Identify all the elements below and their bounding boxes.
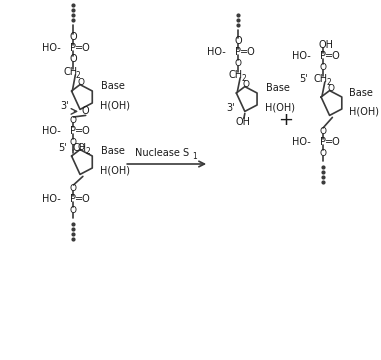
Text: O: O [77,143,85,152]
Text: 3': 3' [227,103,235,113]
Text: P: P [320,51,326,61]
Text: HO-: HO- [42,43,61,53]
Text: CH: CH [228,70,242,80]
Text: =O: =O [325,51,341,61]
Text: H(OH): H(OH) [100,165,130,175]
Text: OH: OH [235,117,250,127]
Text: HO-: HO- [42,194,61,204]
Text: +: + [278,111,293,129]
Text: P: P [235,47,241,57]
Text: HO-: HO- [42,126,61,136]
Text: HO-: HO- [207,47,226,57]
Text: 2: 2 [242,73,246,82]
Text: 3': 3' [60,102,69,111]
Text: O: O [320,149,327,158]
Text: P: P [70,194,77,204]
Text: O: O [70,32,77,42]
Text: O: O [82,107,90,116]
Text: CH: CH [313,74,327,84]
Text: O: O [77,78,85,87]
Text: Base: Base [266,83,290,93]
Text: 2: 2 [326,77,331,86]
Text: O: O [327,84,334,93]
Text: O: O [70,138,77,147]
Text: OH: OH [318,40,333,50]
Text: =O: =O [240,47,256,57]
Text: =O: =O [75,43,91,53]
Text: Base: Base [101,81,125,91]
Text: 2: 2 [85,147,90,156]
Text: O: O [242,80,249,89]
Text: O: O [70,206,77,215]
Text: Nuclease S: Nuclease S [135,148,189,158]
Text: O: O [235,59,242,68]
Text: 1: 1 [192,152,197,161]
Text: Base: Base [101,146,125,156]
Text: P: P [70,126,77,136]
Text: 2: 2 [76,71,80,80]
Text: H(OH): H(OH) [100,100,130,110]
Text: P: P [320,137,326,147]
Text: 5': 5' [58,143,67,153]
Text: O: O [234,36,242,46]
Text: CH: CH [64,67,78,77]
Text: O: O [70,184,77,193]
Text: HO-: HO- [292,137,311,147]
Text: P: P [70,43,77,53]
Text: O: O [320,63,327,72]
Text: O: O [320,126,327,135]
Text: =O: =O [75,126,91,136]
Text: CH: CH [72,143,86,153]
Text: HO-: HO- [292,51,311,61]
Text: =O: =O [75,194,91,204]
Text: O: O [70,116,77,125]
Text: H(OH): H(OH) [349,106,379,116]
Text: Base: Base [349,88,373,98]
Text: 5': 5' [299,74,308,84]
Text: =O: =O [325,137,341,147]
Text: H(OH): H(OH) [264,102,295,112]
Text: O: O [70,54,77,64]
